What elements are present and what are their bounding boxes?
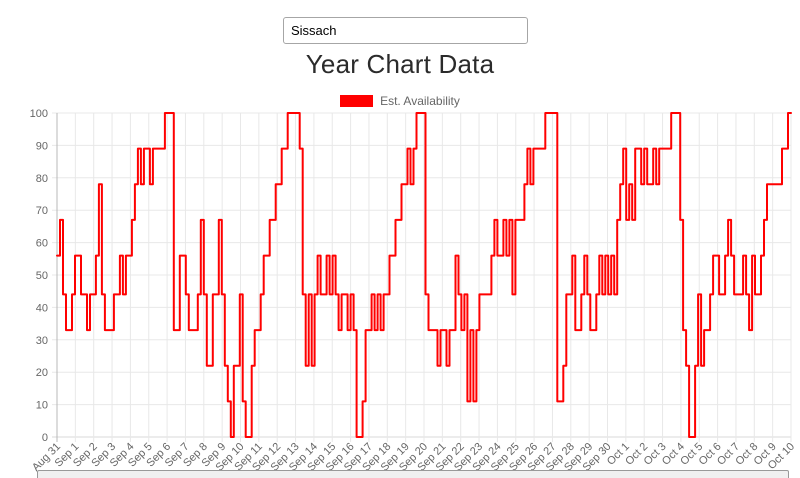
y-axis-label: 70	[36, 205, 48, 217]
y-axis-label: 100	[30, 108, 48, 120]
y-axis-label: 40	[36, 302, 48, 314]
series-line-est-availability	[56, 112, 792, 438]
legend-label: Est. Availability	[380, 94, 460, 108]
y-axis-label: 20	[36, 367, 48, 379]
y-axis-label: 80	[36, 173, 48, 185]
legend-swatch-icon	[340, 95, 374, 107]
chart-title: Year Chart Data	[305, 49, 495, 79]
chart-legend[interactable]: Est. Availability	[0, 94, 800, 108]
y-axis-label: 10	[36, 400, 48, 412]
y-axis-label: 50	[36, 270, 48, 282]
y-axis-label: 0	[42, 432, 48, 444]
bottom-panel-edge	[37, 470, 789, 478]
station-search-input[interactable]	[283, 17, 528, 44]
y-axis-label: 30	[36, 335, 48, 347]
y-axis-label: 60	[36, 238, 48, 250]
y-axis-label: 90	[36, 140, 48, 152]
